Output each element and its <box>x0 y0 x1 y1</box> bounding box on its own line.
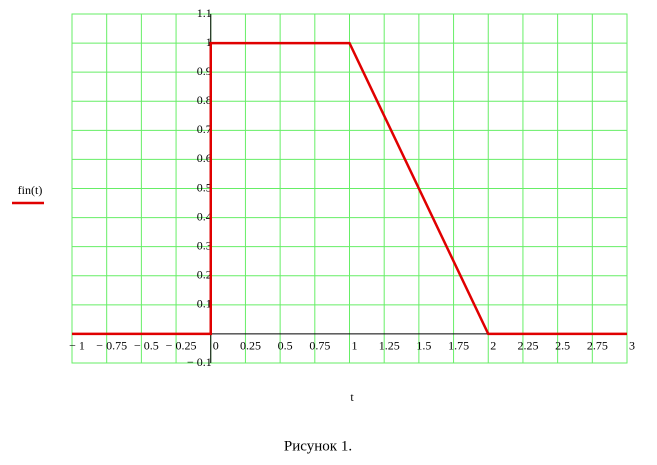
data-line <box>72 41 627 336</box>
legend-label: fin(t) <box>18 183 43 197</box>
x-tick-label: − 0.5 <box>134 339 159 353</box>
y-tick-label: 0.6 <box>197 151 212 165</box>
x-tick-label: − 0.75 <box>96 339 127 353</box>
x-axis-label: t <box>350 390 354 404</box>
y-tick-label: 0.1 <box>197 297 212 311</box>
y-tick-label: 0.9 <box>197 64 212 78</box>
caption: Рисунок 1. <box>284 438 352 454</box>
y-tick-label: 1.1 <box>197 6 212 20</box>
y-tick-label: 1 <box>206 35 212 49</box>
x-tick-label: 0 <box>213 339 219 353</box>
x-tick-label: 2 <box>490 339 496 353</box>
y-tick-label: 0.5 <box>197 180 212 194</box>
x-tick-label: − 1 <box>69 339 85 353</box>
x-tick-label: 2.5 <box>555 339 570 353</box>
x-tick-label: 1.75 <box>448 339 469 353</box>
x-tick-label: 0.75 <box>309 339 330 353</box>
y-tick-label: 0.4 <box>197 209 212 223</box>
x-tick-label: 1.25 <box>379 339 400 353</box>
x-tick-label: 3 <box>629 339 635 353</box>
x-tick-label: 2.75 <box>587 339 608 353</box>
plot-frame <box>71 13 628 364</box>
x-tick-label: − 0.25 <box>166 339 197 353</box>
x-tick-label: 1 <box>352 339 358 353</box>
y-tick-label: 0.3 <box>197 238 212 252</box>
x-tick-label: 0.5 <box>278 339 293 353</box>
y-tick-label: 0.8 <box>197 93 212 107</box>
y-tick-label: 0.7 <box>197 122 212 136</box>
x-tick-label: 1.5 <box>416 339 431 353</box>
x-tick-label: 0.25 <box>240 339 261 353</box>
y-tick-label: − 0.1 <box>187 355 212 369</box>
y-tick-label: 0.2 <box>197 268 212 282</box>
x-tick-label: 2.25 <box>517 339 538 353</box>
